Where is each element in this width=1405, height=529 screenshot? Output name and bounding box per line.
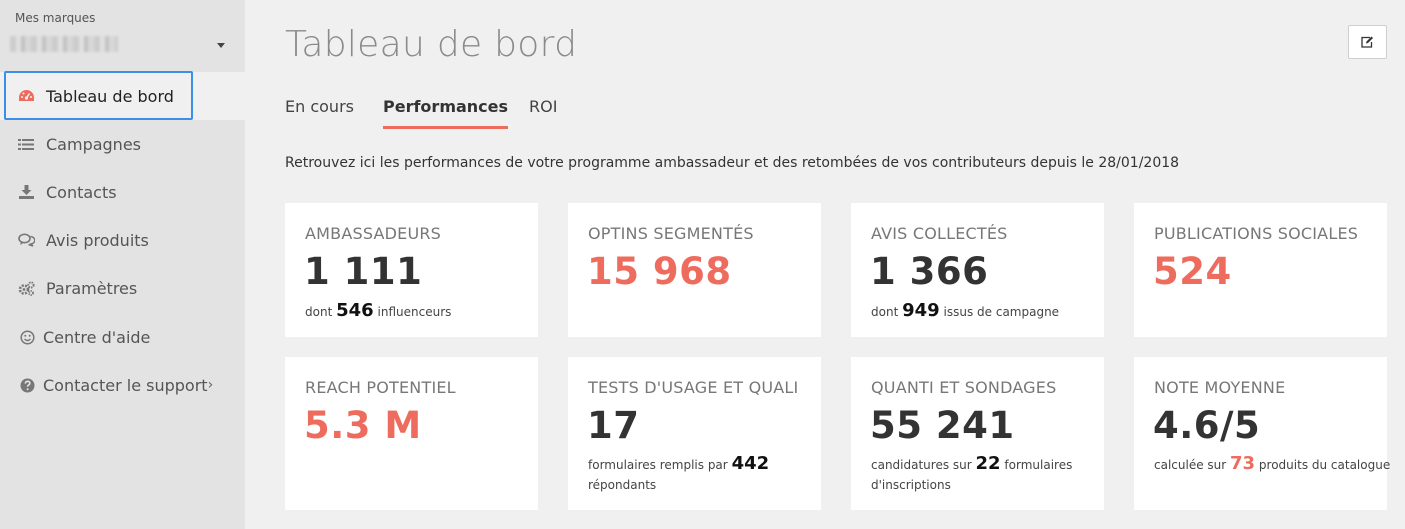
card-title: OPTINS SEGMENTÉS [588, 224, 754, 243]
stat-card-publications: PUBLICATIONS SOCIALES 524 [1134, 203, 1387, 337]
card-sub-prefix: dont [305, 305, 333, 319]
sidebar-item-label: Centre d'aide [43, 327, 151, 347]
sidebar-item-label: Contacter le support [43, 375, 208, 395]
card-sub-suffix: produits du catalogue [1258, 458, 1391, 472]
sidebar-item-dashboard[interactable]: Tableau de bord [0, 72, 245, 120]
card-title: NOTE MOYENNE [1154, 378, 1286, 397]
card-sub-number: 442 [731, 453, 770, 474]
card-subtext: dont 949 issus de campagne [871, 301, 1111, 322]
sidebar-item-contacts[interactable]: Contacts [0, 168, 245, 216]
card-value: 4.6/5 [1153, 404, 1261, 447]
tab-en-cours[interactable]: En cours [285, 97, 354, 116]
brand-dropdown[interactable] [10, 34, 230, 56]
caret-down-icon [217, 43, 225, 48]
sidebar-item-help-center[interactable]: Centre d'aide [0, 313, 245, 361]
sidebar-item-label: Contacts [46, 182, 117, 202]
sidebar-item-campaigns[interactable]: Campagnes [0, 120, 245, 168]
brand-label: Mes marques [15, 11, 96, 25]
card-title: QUANTI ET SONDAGES [871, 378, 1057, 397]
card-subtext: dont 546 influenceurs [305, 301, 545, 322]
card-title: AMBASSADEURS [305, 224, 442, 243]
card-sub-prefix: dont [871, 305, 899, 319]
sidebar: Mes marques Tableau de bord Campagnes Co… [0, 0, 245, 529]
card-value: 1 366 [870, 250, 989, 293]
card-sub-suffix: issus de campagne [943, 305, 1060, 319]
card-subtext: candidatures sur 22 formulaires d'inscri… [871, 454, 1111, 495]
card-sub-suffix: répondants [588, 478, 657, 492]
list-icon [17, 135, 35, 153]
comments-icon [17, 231, 35, 249]
card-sub-suffix: influenceurs [377, 305, 452, 319]
sidebar-item-reviews[interactable]: Avis produits [0, 216, 245, 264]
card-value: 15 968 [587, 250, 732, 293]
tab-roi[interactable]: ROI [529, 97, 558, 116]
card-title: AVIS COLLECTÉS [871, 224, 1008, 243]
sidebar-item-contact-support[interactable]: Contacter le support › [0, 361, 245, 409]
card-sub-number: 949 [902, 300, 940, 321]
card-title: TESTS D'USAGE ET QUALI [588, 378, 799, 397]
card-value: 17 [587, 404, 640, 447]
dashboard-gauge-icon [17, 87, 35, 105]
sidebar-item-label: Avis produits [46, 230, 149, 250]
stat-card-avis: AVIS COLLECTÉS 1 366 dont 949 issus de c… [851, 203, 1104, 337]
card-sub-number: 546 [336, 300, 374, 321]
page-title: Tableau de bord [285, 24, 578, 65]
intro-text: Retrouvez ici les performances de votre … [285, 155, 1180, 171]
tab-performances[interactable]: Performances [383, 97, 509, 129]
sidebar-item-label: Tableau de bord [46, 86, 174, 106]
stat-card-optins: OPTINS SEGMENTÉS 15 968 [568, 203, 821, 337]
card-subtext: formulaires remplis par 442 répondants [588, 454, 828, 495]
card-sub-number: 22 [975, 453, 1001, 474]
card-value: 55 241 [870, 404, 1015, 447]
sidebar-item-settings[interactable]: Paramètres [0, 264, 245, 312]
smile-icon [18, 328, 36, 346]
card-subtext: calculée sur 73 produits du catalogue [1154, 454, 1394, 475]
question-circle-icon [18, 376, 36, 394]
card-title: PUBLICATIONS SOCIALES [1154, 224, 1359, 243]
stat-card-ambassadeurs: AMBASSADEURS 1 111 dont 546 influenceurs [285, 203, 538, 337]
stat-card-reach: REACH POTENTIEL 5.3 M [285, 357, 538, 510]
stat-card-tests: TESTS D'USAGE ET QUALI 17 formulaires re… [568, 357, 821, 510]
stat-card-note: NOTE MOYENNE 4.6/5 calculée sur 73 produ… [1134, 357, 1390, 510]
card-sub-suffix: formulaires d'inscriptions [871, 458, 1073, 492]
card-sub-number: 73 [1230, 453, 1256, 474]
stat-card-quanti: QUANTI ET SONDAGES 55 241 candidatures s… [851, 357, 1104, 510]
download-icon [17, 183, 35, 201]
gears-icon [17, 279, 35, 297]
card-value: 524 [1153, 250, 1232, 293]
card-value: 1 111 [304, 250, 423, 293]
edit-button[interactable] [1348, 25, 1387, 59]
sidebar-item-label: Campagnes [46, 134, 141, 154]
card-title: REACH POTENTIEL [305, 378, 456, 397]
edit-icon [1361, 33, 1374, 52]
sidebar-item-label: Paramètres [46, 278, 138, 298]
card-sub-prefix: candidatures sur [871, 458, 972, 472]
card-value: 5.3 M [304, 404, 422, 447]
card-sub-prefix: formulaires remplis par [588, 458, 728, 472]
card-sub-prefix: calculée sur [1154, 458, 1227, 472]
submenu-arrow-icon: › [207, 377, 214, 393]
brand-name-redacted [10, 36, 118, 52]
